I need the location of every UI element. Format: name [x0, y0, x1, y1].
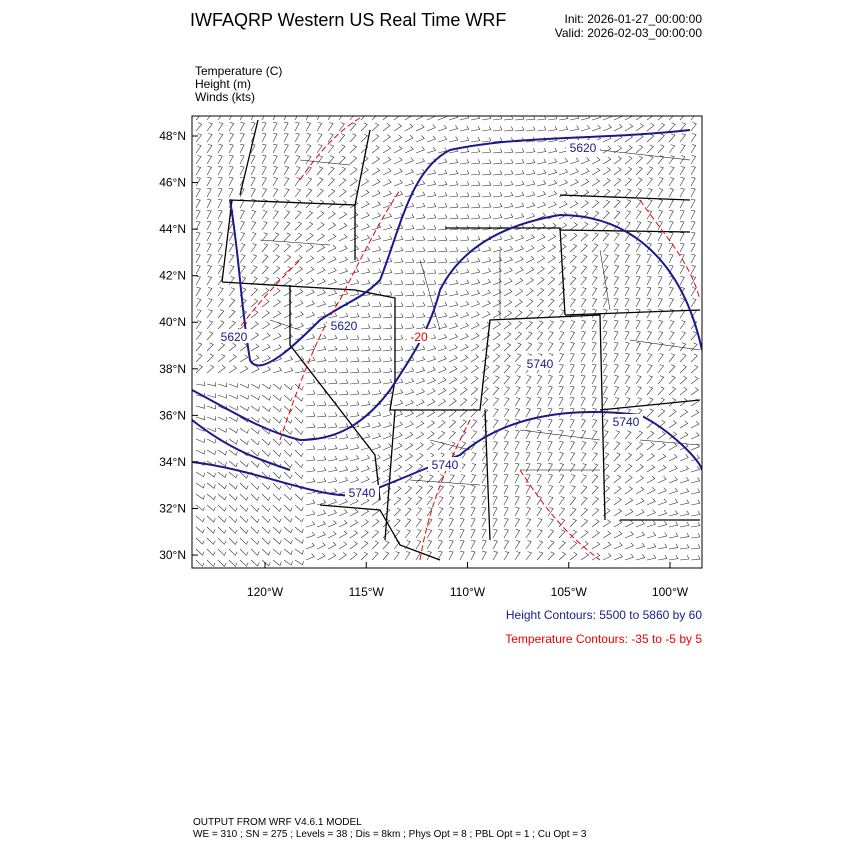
lat-tick-label: 30°N [159, 548, 186, 562]
field-label: Temperature (C) [195, 64, 282, 78]
height-contours [192, 129, 702, 497]
footer-line: OUTPUT FROM WRF V4.6.1 MODEL [193, 817, 362, 828]
valid-time: Valid: 2026-02-03_00:00:00 [555, 26, 703, 40]
title: IWFAQRP Western US Real Time WRF [190, 10, 506, 30]
contour-label: 5740 [613, 415, 640, 429]
map-background [192, 116, 702, 568]
lat-tick-label: 38°N [159, 362, 186, 376]
contour-label: -20 [410, 330, 428, 344]
lat-tick-label: 34°N [159, 455, 186, 469]
lat-tick-label: 36°N [159, 408, 186, 422]
lat-tick-label: 32°N [159, 501, 186, 515]
lon-tick-label: 105°W [551, 585, 588, 599]
map-layers: 5620 5620 5620 5740 5740 5740 5740 -20 [192, 116, 702, 568]
init-time: Init: 2026-01-27_00:00:00 [565, 12, 703, 26]
legend-temperature: Temperature Contours: -35 to -5 by 5 [505, 632, 702, 646]
lon-tick-label: 115°W [349, 585, 385, 599]
contour-label: 5740 [432, 458, 459, 472]
contour-label: 5620 [331, 319, 358, 333]
legend-height: Height Contours: 5500 to 5860 by 60 [506, 608, 702, 622]
contour-label: 5620 [570, 141, 597, 155]
wind-barbs [195, 116, 701, 568]
footer-line: WE = 310 ; SN = 275 ; Levels = 38 ; Dis … [193, 829, 587, 840]
contour-label: 5740 [527, 357, 554, 371]
lat-tick-label: 48°N [159, 129, 186, 143]
lon-tick-label: 100°W [652, 585, 689, 599]
lon-tick-label: 110°W [450, 585, 486, 599]
borders [221, 119, 701, 561]
lat-tick-label: 46°N [159, 176, 186, 190]
lat-tick-label: 44°N [159, 222, 186, 236]
field-label: Height (m) [195, 77, 251, 91]
contour-label: 5740 [349, 486, 376, 500]
county-lines [259, 149, 701, 486]
lon-tick-label: 120°W [247, 585, 284, 599]
map-frame [191, 115, 703, 569]
contour-label: 5620 [221, 330, 248, 344]
temperature-contours [229, 117, 701, 561]
lat-tick-label: 40°N [159, 315, 186, 329]
lat-tick-label: 42°N [159, 269, 186, 283]
field-label: Winds (kts) [195, 90, 255, 104]
